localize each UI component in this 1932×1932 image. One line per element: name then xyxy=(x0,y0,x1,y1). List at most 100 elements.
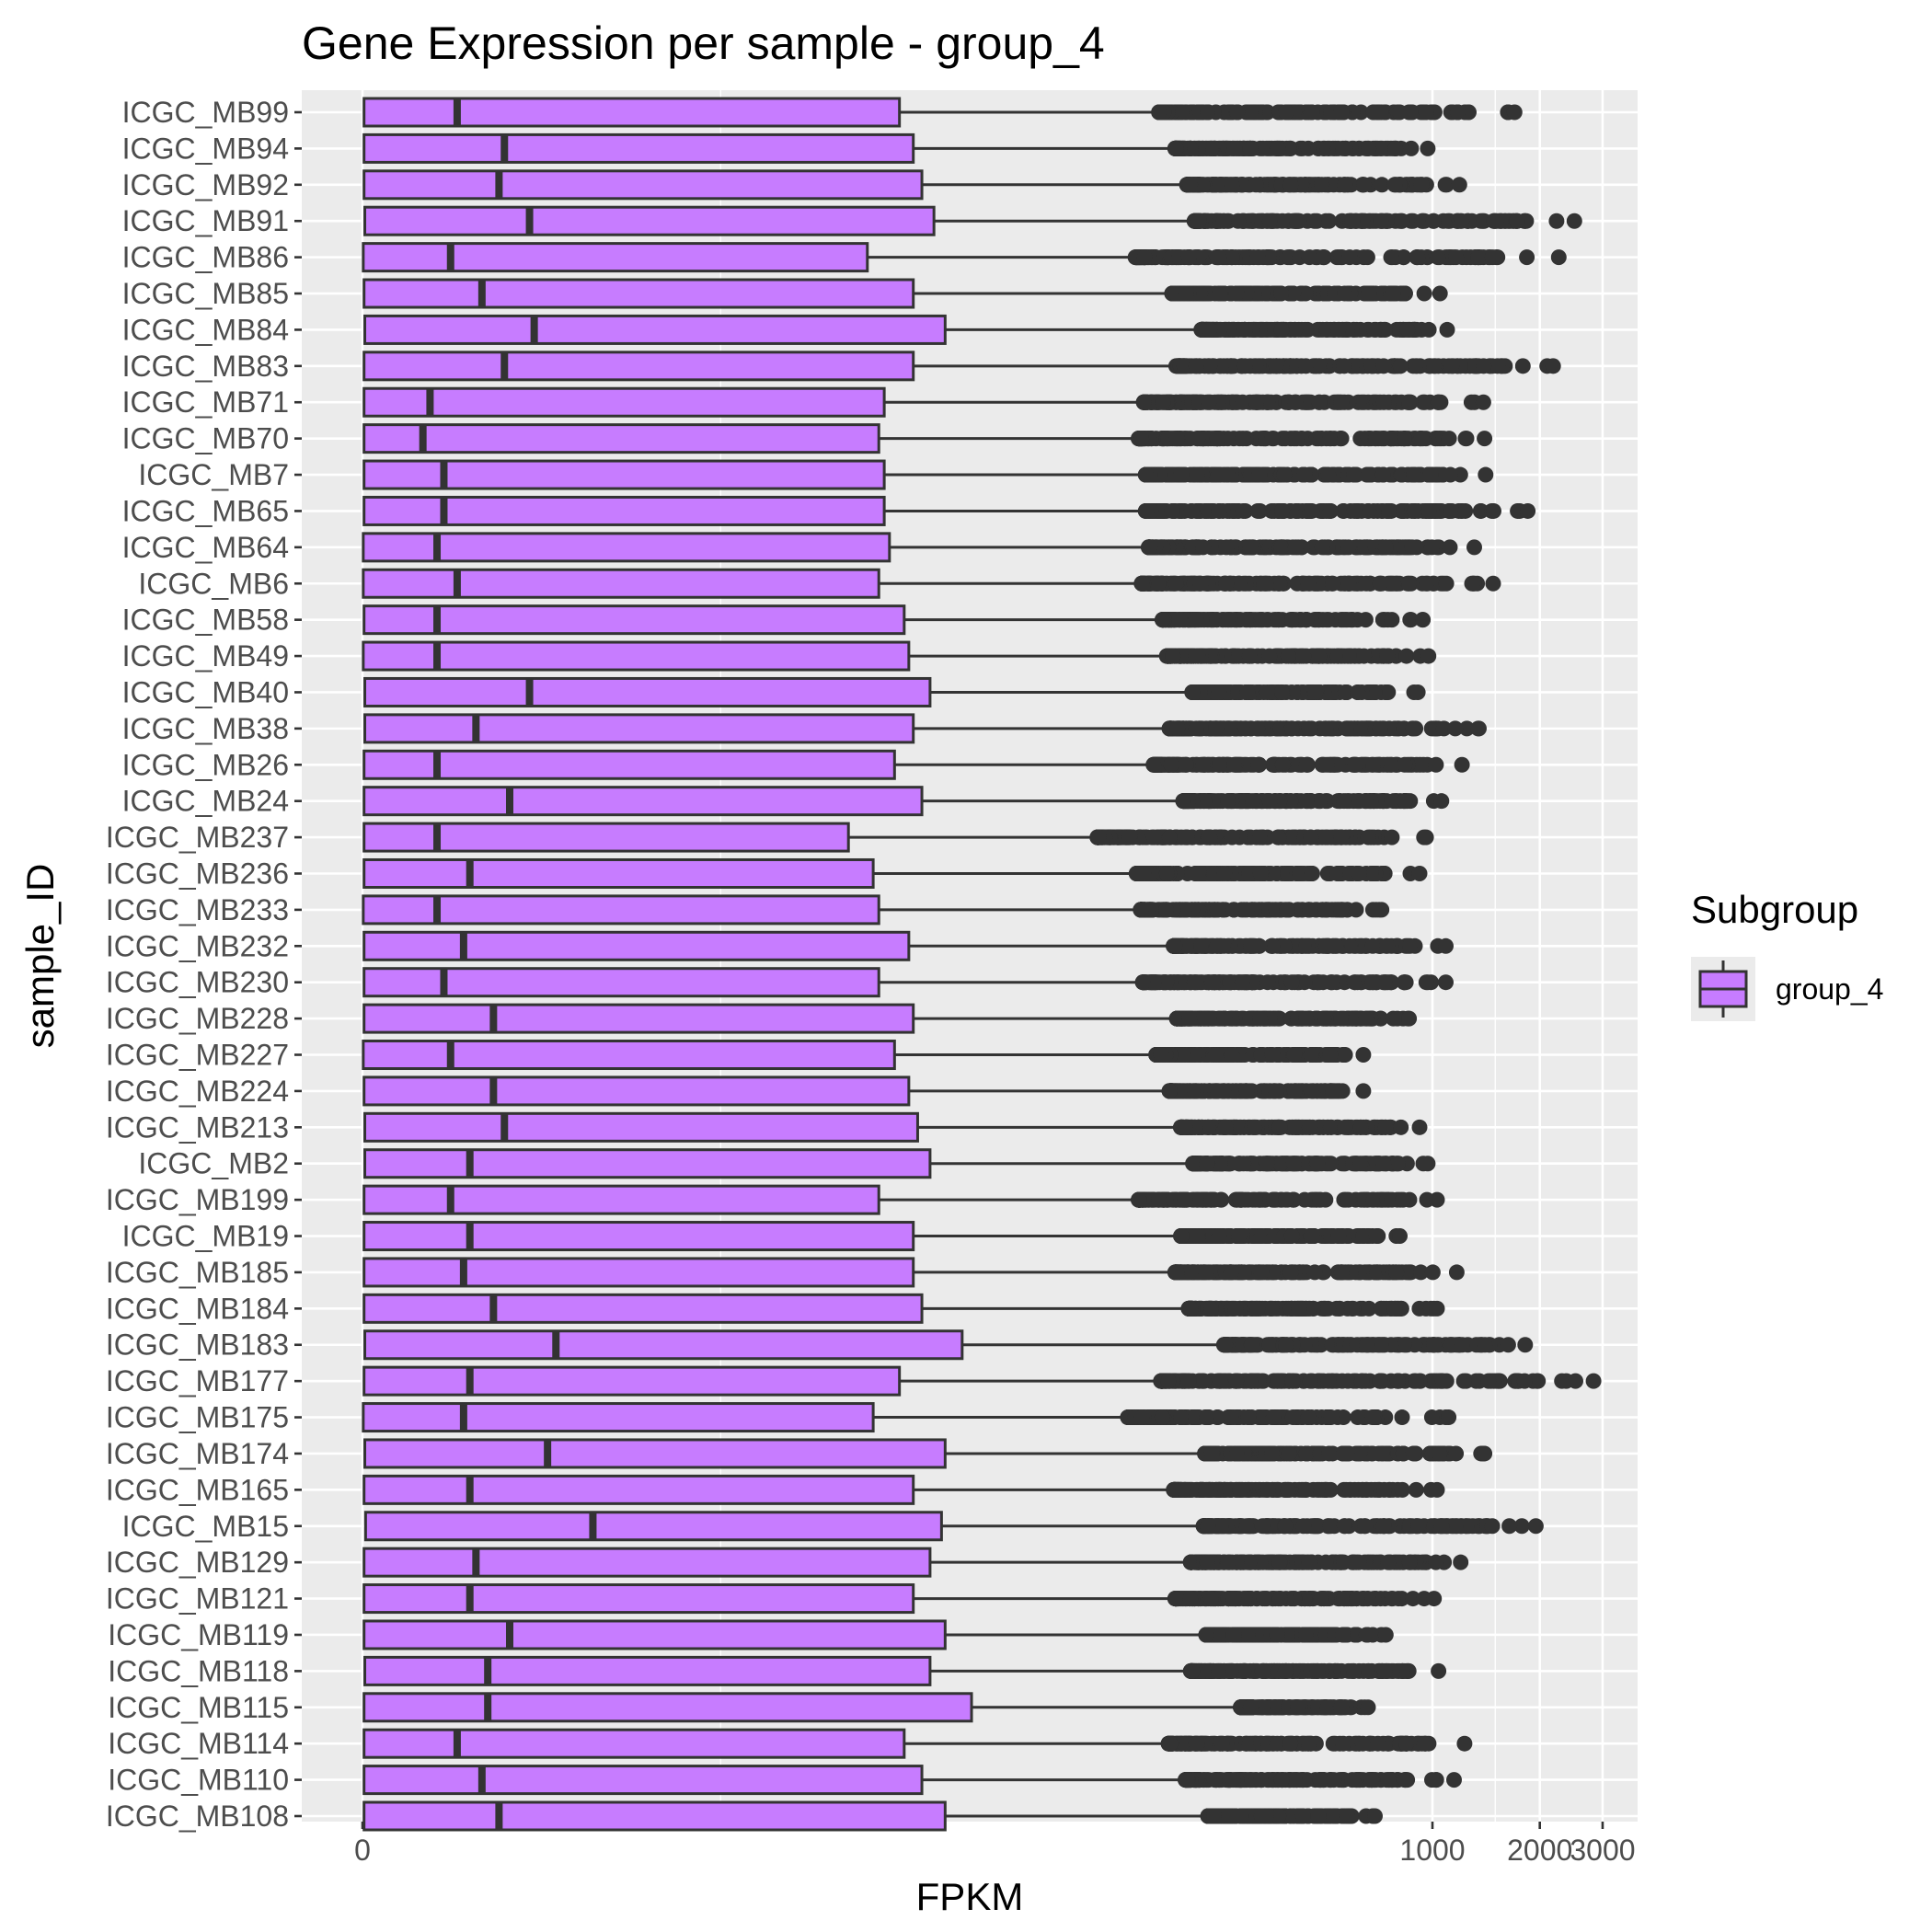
box-iqr xyxy=(362,278,915,309)
outlier-point xyxy=(1274,502,1290,519)
outlier-point xyxy=(1438,575,1455,592)
outlier-point xyxy=(1357,612,1374,628)
median-line xyxy=(446,1186,454,1214)
outliers xyxy=(1141,539,1482,556)
outlier-point xyxy=(1303,1047,1319,1064)
chart-title: Gene Expression per sample - group_4 xyxy=(302,17,1105,69)
outlier-point xyxy=(1155,612,1171,628)
box-iqr xyxy=(362,459,886,490)
outlier-point xyxy=(1258,575,1274,592)
outlier-max-point xyxy=(1438,937,1454,954)
outlier-point xyxy=(1167,575,1184,592)
outlier-point xyxy=(1188,358,1204,374)
outlier-point xyxy=(1234,974,1250,991)
outlier-point xyxy=(1396,431,1412,447)
outlier-point xyxy=(1418,974,1434,991)
outlier-point xyxy=(1358,1010,1374,1027)
box-iqr xyxy=(362,604,906,636)
outlier-point xyxy=(1236,321,1253,338)
outlier-point xyxy=(1155,394,1171,410)
outlier-point xyxy=(1422,466,1439,483)
median-line xyxy=(466,859,474,888)
outlier-point xyxy=(1259,974,1276,991)
outlier-point xyxy=(1330,321,1347,338)
box-iqr xyxy=(363,713,915,744)
outlier-point xyxy=(1135,394,1152,410)
outlier-point xyxy=(1238,1083,1255,1099)
outlier-point xyxy=(1426,358,1443,374)
outlier-point xyxy=(1384,829,1400,845)
outlier-point xyxy=(1224,249,1240,266)
outlier-point xyxy=(1287,1119,1303,1135)
outlier-point xyxy=(1413,431,1430,447)
box-iqr xyxy=(363,314,947,345)
outlier-point xyxy=(1342,648,1359,664)
outlier-point xyxy=(1322,1047,1339,1064)
outlier-point xyxy=(1264,937,1281,954)
outlier-point xyxy=(1442,539,1458,556)
outliers xyxy=(1133,902,1390,918)
outlier-point xyxy=(1273,285,1289,302)
outlier-point xyxy=(1249,502,1266,519)
box-icgc-mb92 xyxy=(362,169,1467,201)
outlier-max-point xyxy=(1411,1119,1428,1135)
outlier-point xyxy=(1248,358,1264,374)
box-icgc-mb71 xyxy=(362,386,1491,418)
outlier-point xyxy=(1306,213,1323,229)
outlier-point xyxy=(1273,684,1290,700)
median-line xyxy=(500,134,509,163)
outlier-point xyxy=(1356,648,1373,664)
outliers xyxy=(1127,249,1567,266)
outlier-point xyxy=(1458,431,1475,447)
outlier-point xyxy=(1242,140,1259,156)
outlier-point xyxy=(1464,575,1480,592)
outlier-max-point xyxy=(1566,213,1582,229)
outliers xyxy=(1166,937,1454,954)
outlier-point xyxy=(1200,104,1215,121)
outlier-max-point xyxy=(1438,974,1454,991)
outlier-point xyxy=(1386,575,1402,592)
outlier-point xyxy=(1401,575,1417,592)
outlier-point xyxy=(1282,177,1299,193)
outlier-point xyxy=(1278,104,1294,121)
median-line xyxy=(477,280,486,308)
median-line xyxy=(446,1041,454,1069)
outlier-point xyxy=(1423,539,1440,556)
outlier-point xyxy=(1239,684,1256,700)
outlier-point xyxy=(1443,358,1460,374)
outlier-point xyxy=(1366,321,1383,338)
outlier-point xyxy=(1336,793,1352,810)
outlier-point xyxy=(1374,431,1390,447)
outlier-point xyxy=(1287,539,1304,556)
outliers xyxy=(1145,756,1470,773)
outlier-point xyxy=(1138,502,1155,519)
outlier-point xyxy=(1176,358,1192,374)
outlier-point xyxy=(1133,575,1150,592)
outlier-point xyxy=(1190,865,1206,881)
outlier-point xyxy=(1175,793,1191,810)
outlier-point xyxy=(1133,431,1149,447)
outlier-max-point xyxy=(1485,575,1501,592)
outlier-point xyxy=(1134,974,1151,991)
outlier-point xyxy=(1393,1119,1409,1135)
outlier-point xyxy=(1476,358,1492,374)
outlier-point xyxy=(1238,902,1255,918)
outlier-point xyxy=(1280,648,1296,664)
outlier-point xyxy=(1374,177,1390,193)
outlier-point xyxy=(1374,466,1391,483)
outlier-point xyxy=(1158,902,1174,918)
outlier-point xyxy=(1322,502,1339,519)
outlier-point xyxy=(1404,539,1420,556)
outlier-max-point xyxy=(1401,1010,1418,1027)
outlier-point xyxy=(1428,756,1444,773)
outlier-point xyxy=(1441,431,1457,447)
outlier-point xyxy=(1287,394,1304,410)
outlier-point xyxy=(1268,1083,1284,1099)
outlier-point xyxy=(1217,1119,1234,1135)
outlier-point xyxy=(1425,213,1442,229)
box-iqr xyxy=(362,386,886,418)
outlier-point xyxy=(1190,431,1206,447)
outlier-point xyxy=(1184,684,1201,700)
outlier-point xyxy=(1286,1047,1303,1064)
outlier-point xyxy=(1338,720,1354,737)
